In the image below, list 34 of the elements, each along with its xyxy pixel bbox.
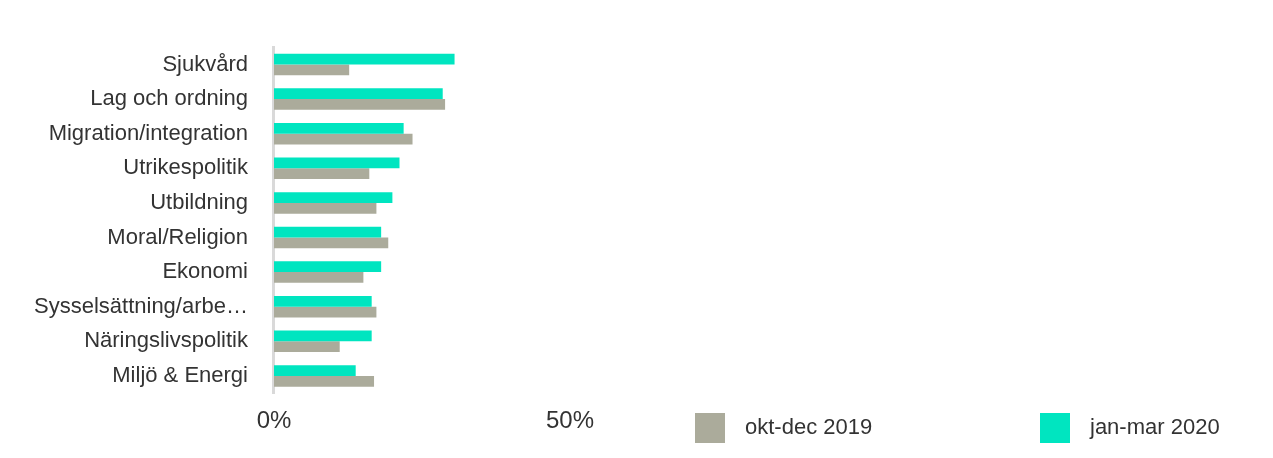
bar bbox=[274, 306, 377, 318]
bar bbox=[274, 192, 393, 203]
bar bbox=[274, 99, 446, 110]
y-tick-label: Ekonomi bbox=[162, 258, 248, 284]
x-tick-label: 0% bbox=[256, 406, 292, 434]
bar bbox=[274, 272, 364, 283]
x-tick-label: 50% bbox=[545, 406, 595, 434]
legend-label: jan-mar 2020 bbox=[1089, 414, 1220, 440]
bar bbox=[274, 88, 443, 100]
bar bbox=[274, 157, 400, 169]
y-tick-label: Sjukvård bbox=[162, 50, 248, 76]
bar bbox=[274, 341, 340, 353]
y-tick-label: Moral/Religion bbox=[107, 223, 248, 249]
y-tick-label: Miljö & Energi bbox=[112, 361, 248, 387]
bar bbox=[274, 226, 382, 238]
y-tick-label: Utrikespolitik bbox=[123, 154, 249, 180]
bar bbox=[274, 202, 377, 214]
y-tick-label: Näringslivspolitik bbox=[84, 327, 249, 353]
bar bbox=[274, 375, 375, 387]
bar bbox=[274, 237, 389, 249]
y-tick-label: Sysselsättning/arbe… bbox=[34, 292, 248, 318]
bar bbox=[274, 330, 372, 342]
y-tick-label: Utbildning bbox=[150, 188, 248, 214]
bar bbox=[274, 295, 372, 307]
bar bbox=[274, 365, 356, 376]
legend-label: okt-dec 2019 bbox=[745, 414, 873, 440]
bar bbox=[274, 53, 455, 65]
y-tick-label: Migration/integration bbox=[48, 119, 248, 145]
bar bbox=[274, 64, 350, 76]
bar bbox=[274, 168, 370, 180]
bar bbox=[274, 261, 382, 273]
y-tick-label: Lag och ordning bbox=[90, 85, 248, 111]
bar bbox=[274, 133, 413, 145]
bar bbox=[274, 122, 404, 134]
